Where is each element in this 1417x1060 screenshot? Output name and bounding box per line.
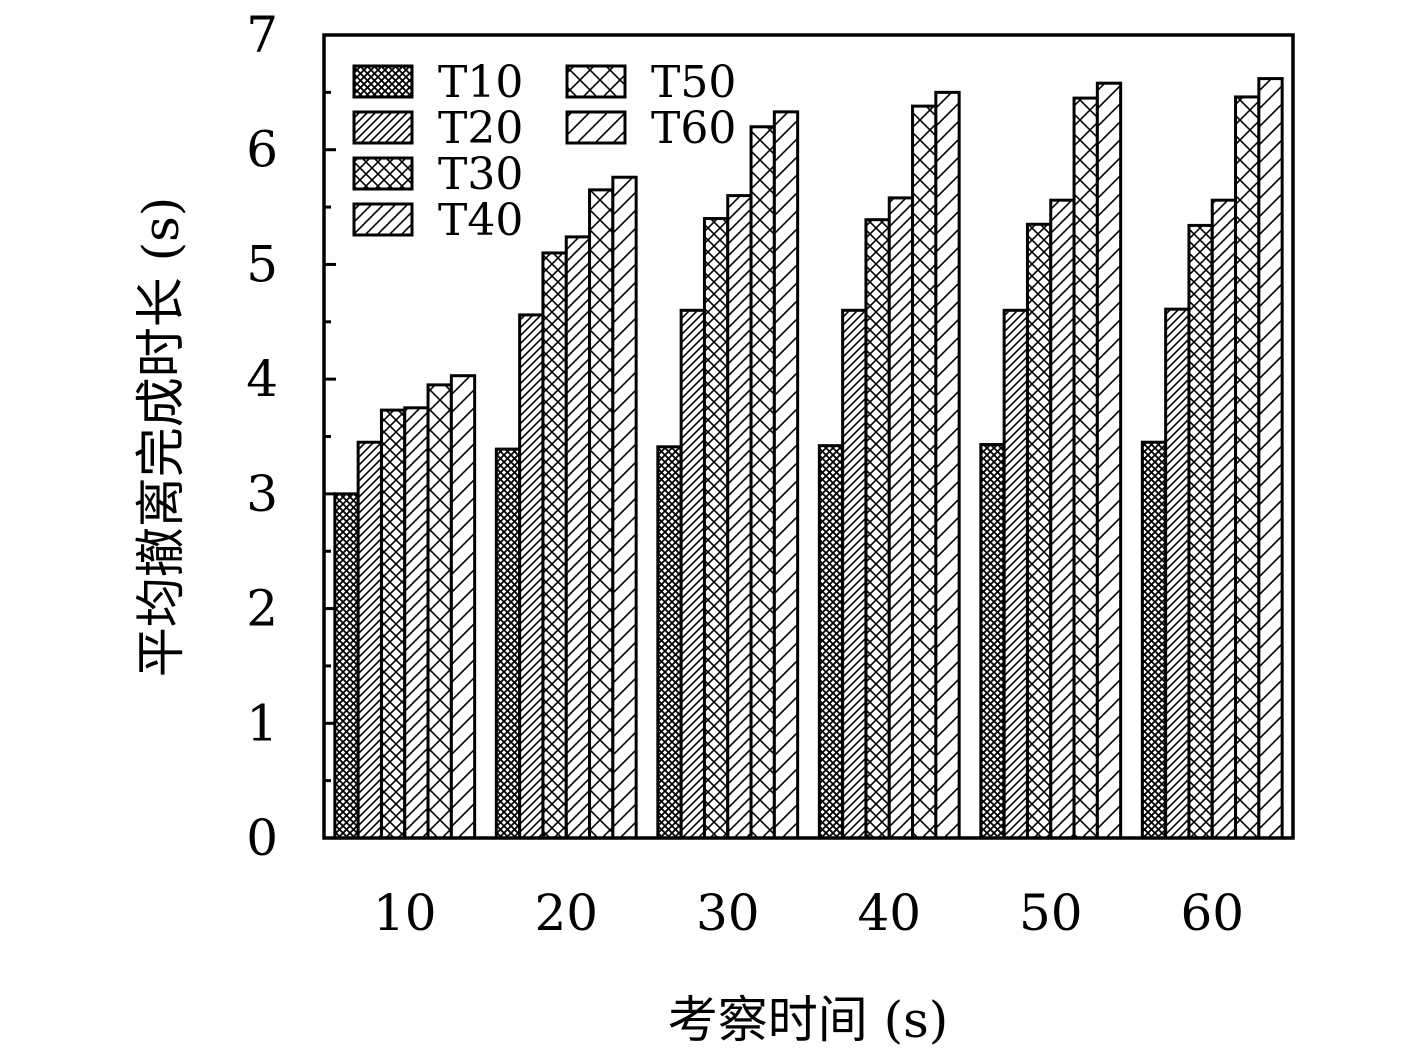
legend-label-T10: T10: [438, 57, 523, 108]
bar-T20-10: [356, 440, 383, 840]
bar-T20-20: [518, 313, 545, 840]
bar-T40-50: [1049, 198, 1076, 840]
bar-T60-20: [611, 175, 638, 840]
bar-T60-30: [772, 110, 800, 840]
bar-T30-30: [702, 217, 730, 840]
bars-group: [333, 77, 1284, 840]
axis-ticks: [324, 33, 1214, 840]
y-axis-title: 平均撤离完成时长 (s): [132, 197, 190, 678]
bar-T40-40: [887, 196, 915, 840]
bar-T10-60: [1140, 440, 1168, 840]
y-tick-label: 6: [246, 121, 278, 179]
x-tick-label: 20: [534, 884, 598, 942]
bar-T10-30: [656, 445, 683, 840]
y-tick-label: 7: [246, 6, 278, 64]
legend-swatch-T30: [352, 156, 414, 191]
y-tick-label: 1: [246, 694, 278, 752]
bar-T20-30: [679, 308, 706, 840]
legend-label-T50: T50: [651, 57, 736, 108]
legend-swatch-T40: [352, 202, 414, 237]
y-tick-label: 2: [246, 580, 278, 638]
bar-T20-60: [1164, 307, 1191, 840]
bar-T20-50: [1002, 308, 1029, 840]
bar-T60-50: [1095, 81, 1123, 840]
bar-T50-60: [1234, 95, 1261, 840]
legend-swatch-T50: [565, 64, 627, 99]
bar-T50-40: [911, 104, 938, 840]
bar-T60-60: [1257, 77, 1284, 840]
bar-T50-10: [426, 383, 453, 840]
bar-T50-20: [588, 188, 615, 840]
y-tick-label: 3: [246, 465, 278, 523]
x-tick-label: 30: [696, 884, 760, 942]
bar-T60-40: [934, 90, 961, 840]
bar-T30-10: [379, 408, 407, 840]
bar-T40-20: [564, 235, 592, 840]
bar-T30-60: [1187, 223, 1214, 840]
bar-T50-30: [749, 125, 776, 840]
bar-T10-50: [979, 443, 1006, 840]
bar-T40-60: [1210, 198, 1238, 840]
y-tick-label: 4: [246, 350, 278, 408]
x-tick-label: 60: [1180, 884, 1244, 942]
bar-T30-40: [864, 218, 891, 840]
bar-T10-20: [494, 447, 522, 840]
bar-T10-40: [817, 444, 845, 840]
bar-T40-10: [403, 406, 430, 840]
y-tick-label: 5: [246, 235, 278, 293]
legend-label-T60: T60: [651, 103, 736, 154]
y-axis-tick-labels: 0 1 2 3 4 5 6 7: [246, 6, 278, 867]
bar-T30-20: [541, 251, 568, 840]
bar-T10-10: [333, 492, 360, 840]
bar-T60-10: [449, 374, 477, 840]
y-tick-label: 0: [246, 809, 278, 867]
bar-T50-50: [1072, 96, 1099, 840]
bar-T20-40: [841, 308, 868, 840]
legend-swatch-T10: [352, 64, 414, 99]
bar-T40-30: [726, 194, 753, 840]
x-tick-label: 50: [1019, 884, 1083, 942]
legend-label-T30: T30: [438, 149, 523, 200]
legend-label-T40: T40: [438, 195, 523, 246]
legend-label-T20: T20: [438, 103, 523, 154]
bar-T30-50: [1025, 222, 1053, 840]
x-axis-title: 考察时间 (s): [668, 991, 949, 1049]
x-tick-label: 40: [857, 884, 921, 942]
x-axis-tick-labels: 10 20 30 40 50 60: [373, 884, 1244, 942]
x-tick-label: 10: [373, 884, 437, 942]
legend-swatch-T60: [565, 110, 627, 145]
legend-swatch-T20: [352, 110, 414, 145]
